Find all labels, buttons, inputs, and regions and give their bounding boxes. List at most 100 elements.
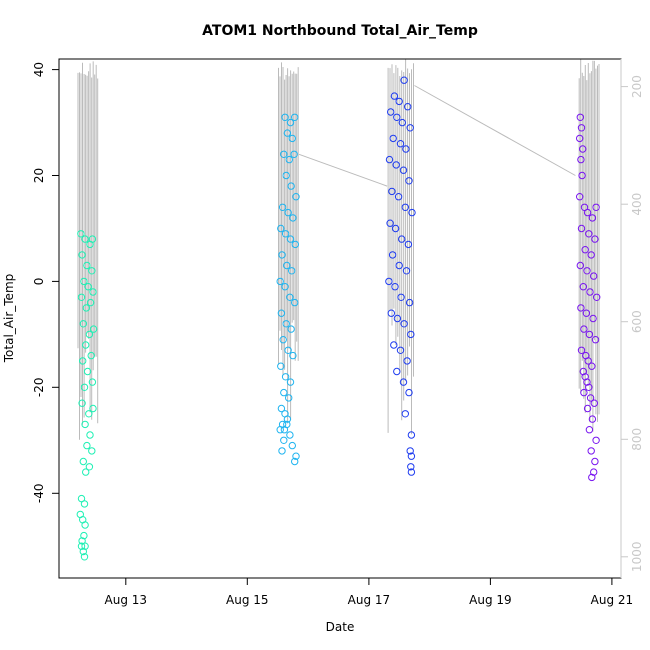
data-point	[585, 330, 594, 339]
data-point	[80, 553, 89, 561]
data-point	[86, 431, 94, 439]
y2-tick-label: 600	[630, 310, 644, 333]
x-tick-label: Aug 19	[469, 593, 512, 607]
data-point	[278, 203, 287, 212]
data-point	[385, 155, 394, 164]
chart-title: ATOM1 Northbound Total_Air_Temp	[202, 23, 478, 39]
data-point	[286, 293, 294, 301]
data-point	[89, 404, 97, 413]
data-point	[402, 267, 411, 275]
data-point	[392, 161, 400, 169]
y-axis-label: Total_Air_Temp	[2, 274, 16, 363]
data-point	[79, 457, 88, 466]
x-axis-label: Date	[326, 620, 355, 634]
data-point	[85, 410, 93, 418]
data-point	[588, 362, 596, 370]
data-point	[394, 193, 403, 201]
data-point	[407, 431, 416, 439]
x-tick-label: Aug 15	[226, 593, 269, 607]
data-point	[401, 203, 409, 212]
data-point	[393, 367, 401, 376]
data-point	[291, 298, 299, 307]
y-axis: 40 20 0 -20 -40	[32, 62, 59, 503]
data-point	[590, 468, 598, 476]
data-point	[386, 219, 394, 227]
data-point	[393, 113, 401, 122]
data-point	[587, 251, 595, 259]
plot-frame	[58, 58, 622, 579]
data-point	[283, 415, 292, 423]
data-point	[80, 383, 89, 391]
data-point	[576, 134, 584, 143]
data-point	[583, 378, 591, 386]
data-point	[391, 224, 400, 233]
data-point	[576, 113, 584, 122]
data-point	[385, 277, 393, 286]
data-point	[390, 92, 399, 100]
data-point	[408, 208, 416, 217]
data-point	[277, 224, 285, 233]
data-point	[82, 304, 91, 312]
data-point	[407, 468, 416, 476]
grey-connector	[298, 153, 388, 187]
data-point	[83, 441, 91, 450]
data-point	[591, 457, 599, 466]
data-point	[287, 325, 295, 333]
data-point	[290, 150, 298, 159]
data-point	[80, 500, 89, 508]
data-point	[276, 277, 284, 286]
data-point	[592, 436, 600, 444]
data-point	[404, 103, 412, 111]
data-point	[396, 346, 405, 354]
points-layer	[76, 76, 601, 561]
data-point	[292, 193, 300, 201]
x-axis: Aug 13 Aug 15 Aug 17 Aug 19 Aug 21	[105, 578, 633, 607]
data-point	[78, 399, 86, 407]
data-point	[276, 426, 284, 434]
data-point	[291, 457, 299, 466]
data-point	[388, 187, 396, 196]
data-point	[89, 325, 98, 333]
data-point	[389, 134, 397, 143]
data-point	[81, 521, 89, 529]
y2-tick-label: 400	[630, 193, 644, 216]
y-tick-label: 0	[32, 278, 46, 286]
y-tick-label: 40	[32, 62, 46, 77]
data-point	[399, 378, 408, 386]
grey-trace-layer	[77, 59, 600, 440]
data-point	[88, 378, 97, 386]
data-point	[82, 468, 90, 476]
data-point	[579, 145, 587, 153]
data-point	[284, 208, 292, 217]
data-point	[281, 373, 290, 381]
data-point	[285, 155, 293, 164]
data-point	[391, 283, 399, 291]
data-point	[387, 309, 395, 317]
data-point	[589, 314, 597, 323]
data-point	[79, 357, 87, 365]
data-point	[281, 113, 289, 122]
data-point	[579, 367, 587, 376]
data-point	[577, 304, 585, 312]
data-point	[286, 235, 295, 243]
data-point	[82, 341, 90, 349]
data-point	[278, 251, 286, 259]
data-point	[277, 362, 285, 370]
y-tick-label: 20	[32, 168, 46, 183]
x-tick-label: Aug 17	[348, 593, 391, 607]
data-point	[89, 288, 97, 296]
data-point	[281, 283, 289, 291]
data-point	[400, 320, 408, 328]
y-tick-label: -40	[32, 483, 46, 503]
data-point	[590, 272, 598, 280]
data-point	[84, 283, 92, 291]
data-point	[398, 235, 406, 243]
data-point	[583, 208, 592, 217]
y2-tick-label: 200	[630, 75, 644, 98]
data-point	[398, 118, 406, 127]
data-point	[396, 140, 405, 148]
data-point	[585, 426, 594, 434]
data-point	[77, 542, 86, 550]
data-point	[580, 325, 588, 333]
data-point	[590, 399, 598, 407]
